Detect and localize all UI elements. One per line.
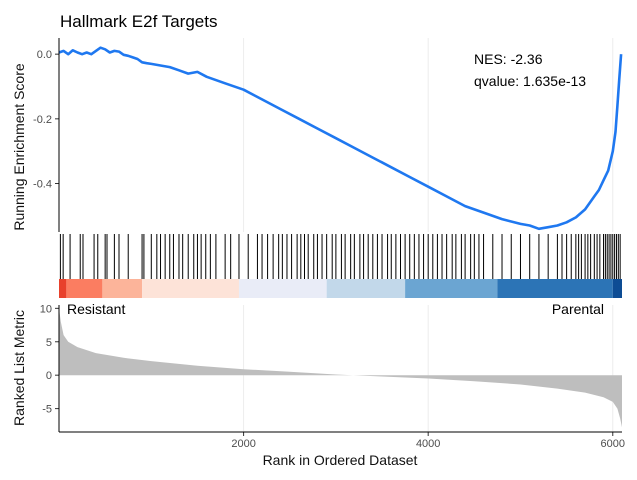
colorbar-segment xyxy=(102,279,143,298)
hits-panel xyxy=(59,234,622,298)
ranked-y-tick-label: -5 xyxy=(42,404,52,416)
ranked-y-tick-label: 10 xyxy=(40,303,52,315)
colorbar-segment xyxy=(497,279,613,298)
colorbar-segment xyxy=(59,279,67,298)
parental-label: Parental xyxy=(552,301,604,317)
resistant-label: Resistant xyxy=(67,301,125,317)
enrichment-score-line xyxy=(58,46,623,231)
enrichment-y-axis-title: Running Enrichment Score xyxy=(11,63,27,231)
x-tick-label: 6000 xyxy=(601,438,625,450)
chart-title: Hallmark E2f Targets xyxy=(60,12,217,31)
ranked-metric-panel: 10 5 0 -5 Resistant Parental 2000 4000 6000 R… xyxy=(11,301,625,468)
ranked-metric-area xyxy=(59,308,622,428)
ranked-y-ticks: 10 5 0 -5 xyxy=(40,303,59,416)
enrichment-y-tick-label: 0.0 xyxy=(37,49,52,61)
ranked-y-tick-label: 0 xyxy=(46,370,52,382)
enrichment-y-ticks: 0.0 -0.2 -0.4 xyxy=(33,49,59,191)
ranked-y-axis-title: Ranked List Metric xyxy=(11,310,27,426)
colorbar-segment xyxy=(142,279,239,298)
hit-lines xyxy=(59,234,621,279)
enrichment-panel: 0.0 -0.2 -0.4 NES: -2.36 qvalue: 1.635e-13… xyxy=(11,38,623,232)
enrichment-y-tick-label: -0.2 xyxy=(33,114,52,126)
colorbar-segment xyxy=(326,279,406,298)
colorbar-segment xyxy=(612,279,622,298)
nes-annotation: NES: -2.36 xyxy=(474,51,543,67)
colorbar-segment xyxy=(66,279,103,298)
qvalue-annotation: qvalue: 1.635e-13 xyxy=(474,73,586,89)
x-axis-title: Rank in Ordered Dataset xyxy=(263,452,418,468)
colorbar-segment xyxy=(405,279,498,298)
rank-colorbar xyxy=(59,279,622,298)
enrichment-gridlines xyxy=(243,38,614,232)
x-tick-label: 2000 xyxy=(231,438,255,450)
colorbar-segment xyxy=(238,279,327,298)
ranked-gridlines xyxy=(243,305,614,432)
x-tick-label: 4000 xyxy=(416,438,440,450)
enrichment-y-tick-label: -0.4 xyxy=(33,179,52,191)
ranked-y-tick-label: 5 xyxy=(46,337,52,349)
x-ticks: 2000 4000 6000 xyxy=(231,432,625,450)
